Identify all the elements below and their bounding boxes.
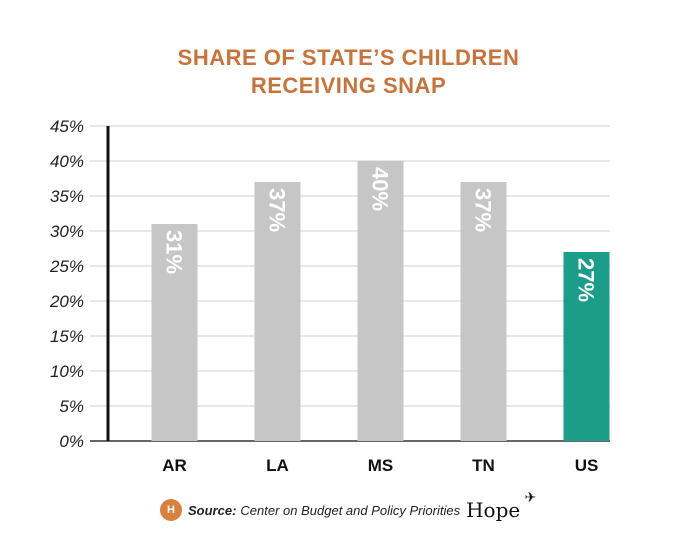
bar-ms xyxy=(357,161,404,441)
y-tick-label: 10% xyxy=(50,362,84,381)
bar-tn xyxy=(460,182,507,441)
x-tick-label-ms: MS xyxy=(368,456,394,475)
y-tick-label: 25% xyxy=(49,257,84,276)
y-tick-label: 35% xyxy=(50,187,84,206)
chart-title-line-1: SHARE OF STATE’S CHILDREN xyxy=(177,45,520,70)
x-tick-label-tn: TN xyxy=(472,456,495,475)
bird-icon: ✈ xyxy=(524,490,537,506)
data-label-us: 27% xyxy=(574,258,599,302)
source-footer: H Source: Center on Budget and Policy Pr… xyxy=(160,490,537,523)
x-tick-label-us: US xyxy=(575,456,599,475)
data-label-ms: 40% xyxy=(368,167,393,211)
y-tick-label: 20% xyxy=(49,292,84,311)
bar-ar xyxy=(151,224,198,441)
y-tick-label: 45% xyxy=(50,117,84,136)
data-label-tn: 37% xyxy=(471,188,496,232)
y-tick-label: 15% xyxy=(50,327,84,346)
source-text: Center on Budget and Policy Priorities xyxy=(240,502,461,518)
chart-title-line-2: RECEIVING SNAP xyxy=(250,73,447,98)
data-label-ar: 31% xyxy=(162,230,187,274)
bar-la xyxy=(254,182,301,441)
y-tick-label: 30% xyxy=(50,222,84,241)
y-tick-label: 5% xyxy=(59,397,84,416)
data-label-la: 37% xyxy=(265,188,290,232)
x-tick-label-ar: AR xyxy=(162,456,187,475)
y-tick-label: 40% xyxy=(50,152,84,171)
hope-logo: Hope ✈ xyxy=(466,490,537,522)
source-label: Source: xyxy=(188,502,237,518)
bar-us xyxy=(563,252,610,441)
y-tick-label: 0% xyxy=(59,432,84,451)
hope-badge-icon: H xyxy=(160,499,182,521)
x-tick-label-la: LA xyxy=(266,456,289,475)
